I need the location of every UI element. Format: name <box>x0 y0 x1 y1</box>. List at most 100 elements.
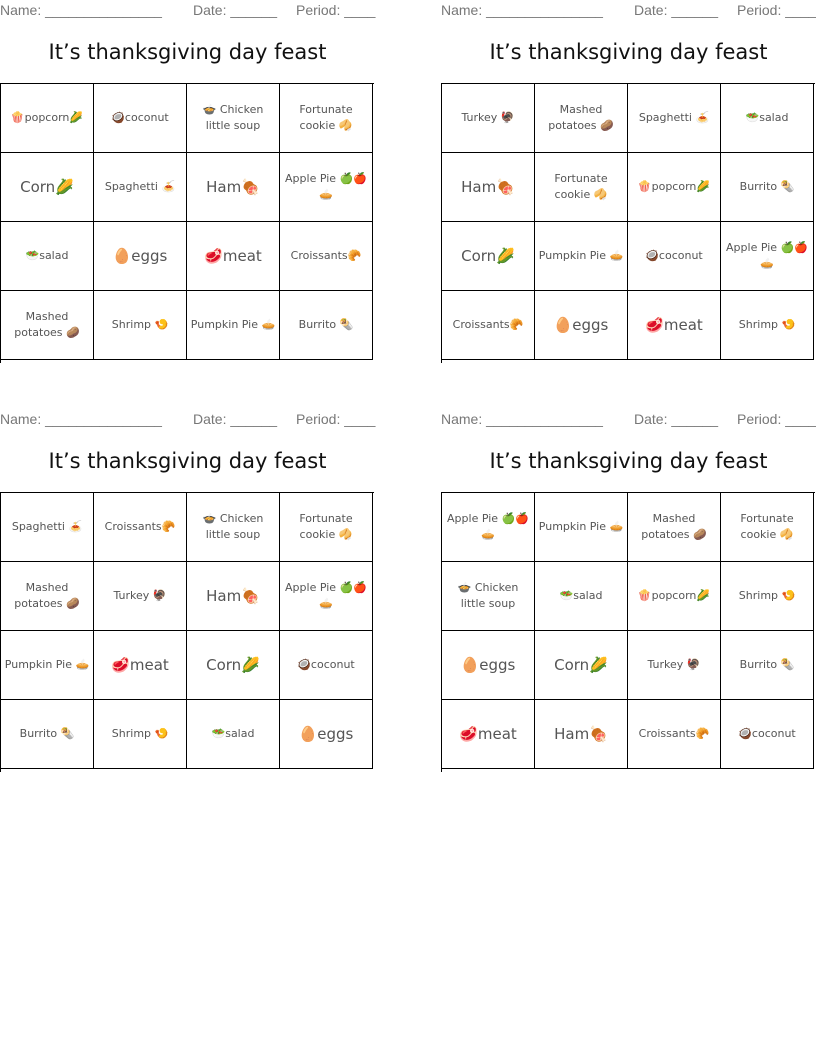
bingo-cell-text: 🍿popcorn🌽 <box>637 589 711 602</box>
bingo-cell-text: Corn🌽 <box>206 656 260 674</box>
bingo-cell-text: Corn🌽 <box>461 247 515 265</box>
name-field[interactable]: Name: _______________ <box>0 2 162 18</box>
card-header: Name: _______________ Date: ______ Perio… <box>0 0 380 20</box>
name-field[interactable]: Name: _______________ <box>441 411 603 427</box>
bingo-cell: 🥩meat <box>94 631 187 700</box>
bingo-cell-text: Apple Pie 🍏🍎🥧 <box>447 512 529 541</box>
bingo-cell-text: Burrito 🌯 <box>19 727 75 740</box>
bingo-cell: Pumpkin Pie 🥧 <box>535 493 628 562</box>
period-field[interactable]: Period: ____ <box>296 2 376 18</box>
card-title: It’s thanksgiving day feast <box>48 449 327 473</box>
bingo-cell: Spaghetti 🍝 <box>94 153 187 222</box>
bingo-cell-text: 🍲 Chicken little soup <box>202 103 264 132</box>
bingo-cell-text: Ham🍖 <box>554 725 608 743</box>
bingo-cell: 🥚eggs <box>442 631 535 700</box>
bingo-cell: Shrimp 🍤 <box>94 700 187 769</box>
bingo-cell: 🥥coconut <box>628 222 721 291</box>
bingo-cell-text: 🍲 Chicken little soup <box>457 581 519 610</box>
bingo-cell: Croissants🥐 <box>94 493 187 562</box>
bingo-cell: 🥥coconut <box>280 631 373 700</box>
bingo-cell-text: Mashed potatoes 🥔 <box>14 581 80 610</box>
bingo-cell: Croissants🥐 <box>628 700 721 769</box>
period-field[interactable]: Period: ____ <box>737 2 816 18</box>
period-field[interactable]: Period: ____ <box>296 411 376 427</box>
bingo-cell: Pumpkin Pie 🥧 <box>535 222 628 291</box>
bingo-cell-text: Burrito 🌯 <box>298 318 354 331</box>
bingo-cell-text: Corn🌽 <box>554 656 608 674</box>
bingo-cell: 🍲 Chicken little soup <box>187 493 280 562</box>
bingo-cell-text: 🥗salad <box>25 249 69 262</box>
card-title: It’s thanksgiving day feast <box>489 449 768 473</box>
date-field[interactable]: Date: ______ <box>634 411 719 427</box>
bingo-cell-text: 🥚eggs <box>460 656 516 674</box>
bingo-cell: Mashed potatoes 🥔 <box>628 493 721 562</box>
bingo-cell-text: Turkey 🦃 <box>113 589 167 602</box>
period-field[interactable]: Period: ____ <box>737 411 816 427</box>
bingo-cell: Fortunate cookie 🥠 <box>721 493 814 562</box>
bingo-cell-text: Shrimp 🍤 <box>738 318 796 331</box>
bingo-cell-text: Apple Pie 🍏🍎🥧 <box>726 241 808 270</box>
bingo-cell-text: Fortunate cookie 🥠 <box>299 512 353 541</box>
bingo-cell: Turkey 🦃 <box>442 84 535 153</box>
bingo-cell-text: 🥗salad <box>745 111 789 124</box>
bingo-cell: Ham🍖 <box>187 562 280 631</box>
bingo-cell: 🥩meat <box>442 700 535 769</box>
bingo-cell-text: Mashed potatoes 🥔 <box>641 512 707 541</box>
bingo-cell-text: Apple Pie 🍏🍎🥧 <box>285 581 367 610</box>
bingo-cell: Apple Pie 🍏🍎🥧 <box>721 222 814 291</box>
bingo-cell: 🥚eggs <box>280 700 373 769</box>
bingo-cell: Shrimp 🍤 <box>94 291 187 360</box>
bingo-cell: Corn🌽 <box>1 153 94 222</box>
name-field[interactable]: Name: _______________ <box>441 2 603 18</box>
bingo-grid: 🍿popcorn🌽 🥥coconut 🍲 Chicken little soup Fo… <box>0 83 374 363</box>
bingo-cell: 🥗salad <box>535 562 628 631</box>
bingo-cell: 🍿popcorn🌽 <box>628 153 721 222</box>
bingo-cell-text: 🍲 Chicken little soup <box>202 512 264 541</box>
card-title: It’s thanksgiving day feast <box>48 40 327 64</box>
bingo-cell: Mashed potatoes 🥔 <box>1 562 94 631</box>
bingo-cell-text: 🥥coconut <box>645 249 703 262</box>
bingo-cell-text: 🥚eggs <box>112 247 168 265</box>
bingo-cell-text: Croissants🥐 <box>104 520 176 533</box>
bingo-cell-text: 🥩meat <box>111 656 169 674</box>
bingo-cell-text: Mashed potatoes 🥔 <box>14 310 80 339</box>
bingo-cell: Shrimp 🍤 <box>721 291 814 360</box>
bingo-cell-text: Spaghetti 🍝 <box>11 520 83 533</box>
name-field[interactable]: Name: _______________ <box>0 411 162 427</box>
bingo-cell-text: 🥩meat <box>645 316 703 334</box>
bingo-grid: Turkey 🦃 Mashed potatoes 🥔 Spaghetti 🍝 🥗sal… <box>441 83 815 363</box>
bingo-cell: 🥗salad <box>1 222 94 291</box>
card-header: Name: _______________ Date: ______ Perio… <box>441 0 816 20</box>
bingo-cell: Corn🌽 <box>187 631 280 700</box>
bingo-cell: Croissants🥐 <box>442 291 535 360</box>
bingo-cell-text: 🥩meat <box>204 247 262 265</box>
bingo-cell: Apple Pie 🍏🍎🥧 <box>280 562 373 631</box>
bingo-cell: Apple Pie 🍏🍎🥧 <box>280 153 373 222</box>
bingo-cell: 🥚eggs <box>535 291 628 360</box>
bingo-cell-text: Shrimp 🍤 <box>111 727 169 740</box>
date-field[interactable]: Date: ______ <box>193 411 278 427</box>
bingo-cell-text: Ham🍖 <box>461 178 515 196</box>
bingo-cell-text: 🥥coconut <box>297 658 355 671</box>
bingo-cell-text: Fortunate cookie 🥠 <box>740 512 794 541</box>
bingo-cell-text: Shrimp 🍤 <box>111 318 169 331</box>
bingo-cell-text: Spaghetti 🍝 <box>638 111 710 124</box>
bingo-cell: 🥥coconut <box>94 84 187 153</box>
bingo-cell-text: Croissants🥐 <box>638 727 710 740</box>
bingo-cell: Fortunate cookie 🥠 <box>280 84 373 153</box>
bingo-cell-text: 🥩meat <box>459 725 517 743</box>
bingo-cell-text: Ham🍖 <box>206 178 260 196</box>
bingo-cell-text: Croissants🥐 <box>290 249 362 262</box>
date-field[interactable]: Date: ______ <box>193 2 278 18</box>
bingo-cell-text: 🥗salad <box>559 589 603 602</box>
bingo-cell: 🥥coconut <box>721 700 814 769</box>
bingo-cell: Turkey 🦃 <box>628 631 721 700</box>
bingo-cell: Fortunate cookie 🥠 <box>535 153 628 222</box>
bingo-cell-text: Turkey 🦃 <box>461 111 515 124</box>
bingo-cell-text: 🥗salad <box>211 727 255 740</box>
bingo-cell: 🥩meat <box>187 222 280 291</box>
date-field[interactable]: Date: ______ <box>634 2 719 18</box>
bingo-cell-text: 🥚eggs <box>553 316 609 334</box>
bingo-cell: Burrito 🌯 <box>721 153 814 222</box>
card-title: It’s thanksgiving day feast <box>489 40 768 64</box>
